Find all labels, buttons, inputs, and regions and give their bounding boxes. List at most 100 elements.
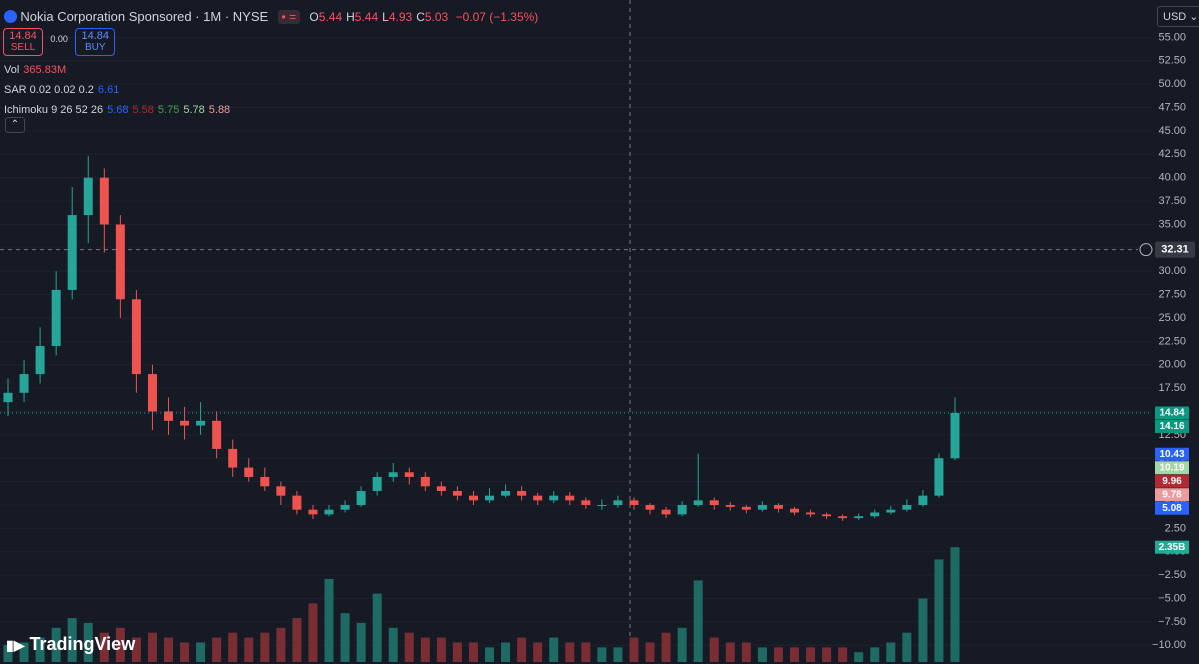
volume-bar <box>581 642 591 662</box>
candle-body <box>549 495 559 501</box>
volume-bar <box>741 642 751 662</box>
y-tick-label: 2.50 <box>1165 522 1186 534</box>
candle-body <box>3 392 13 403</box>
y-tick-label: 55.00 <box>1158 31 1186 43</box>
volume-bar <box>645 642 655 662</box>
volume-bar <box>549 637 559 662</box>
volume-bar <box>244 637 254 662</box>
y-tick-label: −7.50 <box>1158 616 1186 628</box>
ohlc-value: 5.44 <box>318 10 343 24</box>
y-tick-label: 30.00 <box>1158 265 1186 277</box>
candle-body <box>902 505 912 510</box>
candle-body <box>950 412 960 459</box>
price-label-bg <box>1155 406 1189 420</box>
volume-bar <box>115 627 125 662</box>
volume-bar <box>597 647 607 662</box>
currency-select[interactable]: USD ⌄ <box>1157 6 1199 27</box>
volume-bar <box>180 642 190 662</box>
logo-mark: ▮▶ <box>6 637 25 653</box>
candle-body <box>324 509 334 515</box>
candle-body <box>870 512 880 517</box>
candle-body <box>597 505 607 507</box>
candle-body <box>838 516 848 519</box>
candle-body <box>276 486 286 496</box>
sell-label: SELL <box>10 42 36 53</box>
y-tick-label: 45.00 <box>1158 125 1186 137</box>
candle-body <box>19 374 29 393</box>
change: −0.07 (−1.35%) <box>455 10 539 24</box>
volume-bar <box>228 632 238 662</box>
candle-body <box>212 420 222 449</box>
candle-body <box>244 467 254 477</box>
volume-bar <box>693 580 703 662</box>
volume-bar <box>533 642 543 662</box>
candle-body <box>533 495 543 501</box>
candle-body <box>693 500 703 506</box>
candle-body <box>35 346 45 375</box>
candle-body <box>934 458 944 496</box>
trade-panel: 14.84 SELL 0.00 14.84 BUY <box>3 28 116 56</box>
candle-body <box>468 495 478 501</box>
candle-body <box>83 177 93 216</box>
logo-icon <box>4 10 17 23</box>
candle-body <box>131 299 141 375</box>
y-tick-label: −5.00 <box>1158 592 1186 604</box>
buy-button[interactable]: 14.84 BUY <box>75 28 116 56</box>
candle-body <box>709 500 719 506</box>
volume-bar <box>870 647 880 662</box>
indicator-value: 5.88 <box>208 104 231 116</box>
volume-bar <box>613 647 623 662</box>
indicator-value: 5.78 <box>183 104 205 116</box>
price-label: 10.43 <box>1159 449 1184 460</box>
volume-bar <box>854 652 864 662</box>
ohlc-value: 5.44 <box>354 10 379 24</box>
price-label-bg <box>1155 501 1189 515</box>
candle-body <box>773 505 783 509</box>
volume-bar <box>51 627 61 662</box>
candle-body <box>822 514 832 517</box>
candle-body <box>436 486 446 491</box>
volume-bar <box>517 637 527 662</box>
crosshair-add <box>1139 243 1153 257</box>
volume-bar <box>388 627 398 662</box>
candle-body <box>292 495 302 510</box>
candle-body <box>308 509 318 515</box>
collapse-button[interactable]: ⌃ <box>5 117 25 133</box>
flag[interactable]: • = <box>277 10 301 24</box>
candle-body <box>372 476 382 491</box>
volume-bar <box>757 647 767 662</box>
candle-body <box>340 505 350 510</box>
y-tick-label: 52.50 <box>1158 55 1186 67</box>
y-tick-label: 40.00 <box>1158 172 1186 184</box>
ohlc: O5.44 H5.44 L4.93 C5.03 <box>309 10 452 24</box>
indicator-value: 5.58 <box>132 104 154 116</box>
y-tick-label: −2.50 <box>1158 569 1186 581</box>
candle-body <box>806 512 816 515</box>
y-tick-label: −10.00 <box>1152 639 1186 651</box>
y-tick-label: 20.00 <box>1158 359 1186 371</box>
ohlc-key: H <box>346 10 355 24</box>
candle-body <box>404 472 414 477</box>
header: Nokia Corporation Sponsored · 1M · NYSE … <box>4 9 538 24</box>
buy-price: 14.84 <box>81 30 109 42</box>
candle-body <box>356 490 366 506</box>
volume-label: 2.35B <box>1159 542 1186 553</box>
price-label: 9.96 <box>1162 476 1182 487</box>
y-tick-label: 42.50 <box>1158 148 1186 160</box>
volume-bar <box>131 637 141 662</box>
candle-body <box>388 472 398 477</box>
volume-bar <box>452 642 462 662</box>
sell-button[interactable]: 14.84 SELL <box>3 28 43 56</box>
candle-body <box>180 420 190 426</box>
volume-bar <box>212 637 222 662</box>
symbol[interactable]: Nokia Corporation Sponsored · 1M · NYSE <box>20 9 269 24</box>
volume-bar <box>292 618 302 662</box>
indicator-name: Vol <box>4 64 20 76</box>
logo: ▮▶ TradingView <box>6 634 135 655</box>
volume-bar <box>485 647 495 662</box>
volume-bar <box>918 598 928 662</box>
candle-body <box>115 224 125 300</box>
price-label: 10.19 <box>1159 462 1184 473</box>
volume-bar <box>356 622 366 662</box>
